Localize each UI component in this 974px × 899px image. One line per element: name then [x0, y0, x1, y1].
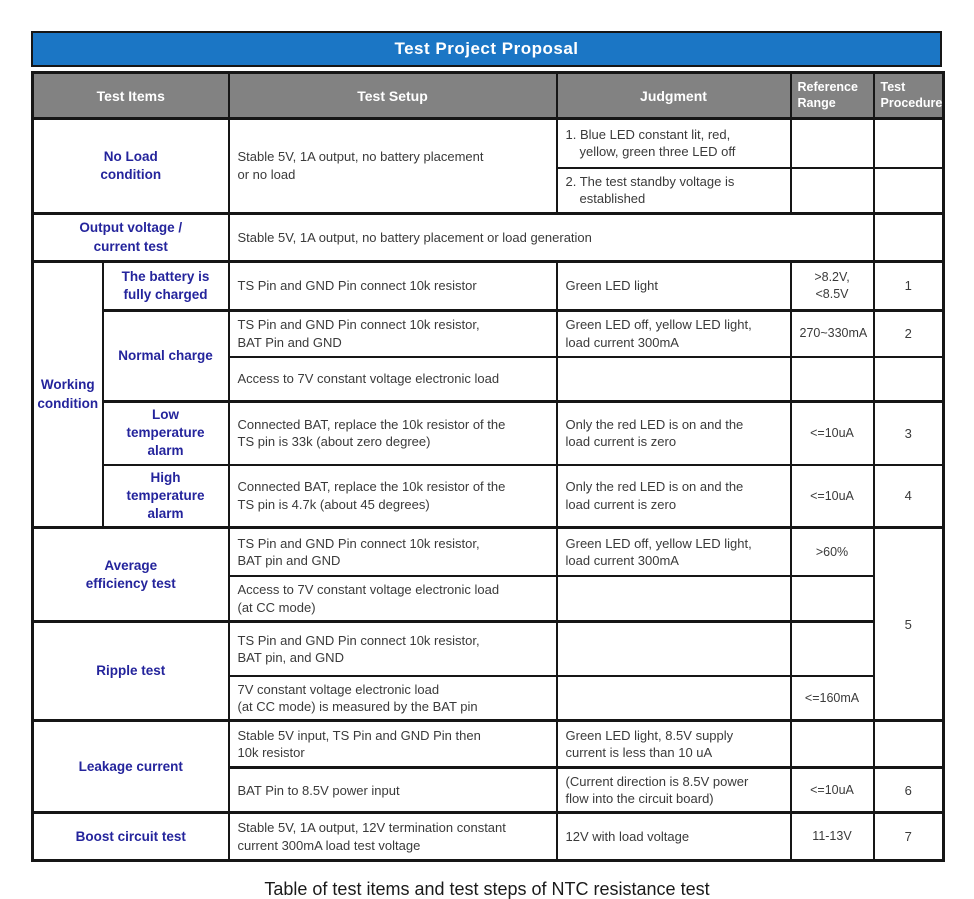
row-leakage-1: Leakage current Stable 5V input, TS Pin … [31, 719, 945, 814]
cell-no-load-setup: Stable 5V, 1A output, no battery placeme… [227, 117, 558, 215]
cell-efficiency-setup-1: TS Pin and GND Pin connect 10k resistor,… [227, 526, 558, 577]
cell-efficiency-ref-2 [789, 574, 875, 623]
cell-boost-setup: Stable 5V, 1A output, 12V termination co… [227, 811, 558, 862]
cell-output-setup: Stable 5V, 1A output, no battery placeme… [227, 212, 875, 263]
cell-normal-judgment: Green LED off, yellow LED light, load cu… [555, 309, 792, 358]
cell-leakage-judgment-2: (Current direction is 8.5V power flow in… [555, 766, 792, 814]
cell-leakage-proc-1 [872, 719, 945, 769]
cell-normal-setup-1: TS Pin and GND Pin connect 10k resistor,… [227, 309, 558, 358]
cell-no-load-proc-2 [872, 166, 945, 215]
cell-output-item: Output voltage / current test [31, 212, 230, 263]
cell-normal-ref: 270~330mA [789, 309, 875, 358]
cell-battery-judgment: Green LED light [555, 260, 792, 312]
cell-no-load-judgment-2: 2. The test standby voltage is establish… [555, 166, 792, 215]
cell-leakage-item: Leakage current [31, 719, 230, 814]
cell-leakage-judgment-1: Green LED light, 8.5V supply current is … [555, 719, 792, 769]
cell-no-load-proc-1 [872, 117, 945, 169]
cell-boost-item: Boost circuit test [31, 811, 230, 862]
cell-normal-setup-2: Access to 7V constant voltage electronic… [227, 355, 558, 403]
table-caption: Table of test items and test steps of NT… [264, 879, 710, 899]
cell-proc-5: 5 [872, 526, 945, 722]
cell-ripple-setup-2: 7V constant voltage electronic load (at … [227, 674, 558, 722]
row-efficiency-2: Access to 7V constant voltage electronic… [33, 574, 944, 623]
cell-ripple-judgment-1 [555, 620, 792, 677]
cell-ripple-judgment-2 [555, 674, 792, 722]
col-header-judgment: Judgment [555, 71, 792, 120]
cell-no-load-judgment-1: 1. Blue LED constant lit, red, yellow, g… [555, 117, 792, 169]
cell-boost-proc: 7 [872, 811, 945, 862]
cell-no-load-item: No Load condition [31, 117, 230, 215]
cell-leakage-proc-2: 6 [872, 766, 945, 814]
cell-battery-item: The battery is fully charged [101, 260, 230, 312]
cell-efficiency-item: Average efficiency test [31, 526, 230, 623]
cell-ripple-item: Ripple test [31, 620, 230, 722]
cell-ripple-setup-1: TS Pin and GND Pin connect 10k resistor,… [227, 620, 558, 677]
cell-boost-judgment: 12V with load voltage [555, 811, 792, 862]
cell-efficiency-ref: >60% [789, 526, 875, 577]
cell-battery-proc: 1 [872, 260, 945, 312]
cell-normal-proc: 2 [872, 309, 945, 358]
cell-high-temp-setup: Connected BAT, replace the 10k resistor … [227, 463, 558, 529]
cell-normal-proc-2 [872, 355, 945, 403]
row-ripple-1: Ripple test TS Pin and GND Pin connect 1… [31, 620, 944, 722]
cell-efficiency-setup-2: Access to 7V constant voltage electronic… [227, 574, 558, 623]
cell-efficiency-judgment: Green LED off, yellow LED light, load cu… [555, 526, 792, 577]
row-output-voltage: Output voltage / current test Stable 5V,… [31, 212, 945, 263]
col-header-test-setup: Test Setup [227, 71, 558, 120]
cell-no-load-ref-2 [789, 166, 875, 215]
table-wrapper: Test Project Proposal Test Items Test Se… [31, 31, 945, 863]
cell-high-temp-item: High temperature alarm [101, 463, 230, 529]
cell-leakage-ref-2: <=10uA [789, 766, 875, 814]
cell-normal-item: Normal charge [101, 309, 230, 403]
cell-no-load-ref-1 [789, 117, 875, 169]
row-no-load-2: 2. The test standby voltage is establish… [33, 166, 945, 215]
cell-low-temp-ref: <=10uA [789, 399, 875, 466]
cell-ripple-ref-1 [789, 620, 875, 677]
cell-leakage-setup-2: BAT Pin to 8.5V power input [227, 766, 558, 814]
table-title-bar: Test Project Proposal [31, 31, 942, 67]
row-efficiency-1: Average efficiency test TS Pin and GND P… [31, 526, 945, 722]
cell-boost-ref: 11-13V [789, 811, 875, 862]
test-table: Test Items Test Setup Judgment Reference… [31, 71, 945, 863]
cell-high-temp-judgment: Only the red LED is on and the load curr… [555, 463, 792, 529]
table-title: Test Project Proposal [394, 39, 579, 58]
header-row: Test Items Test Setup Judgment Reference… [31, 71, 945, 120]
cell-low-temp-proc: 3 [872, 399, 945, 466]
cell-battery-ref: >8.2V,<8.5V [789, 260, 875, 312]
cell-low-temp-judgment: Only the red LED is on and the load curr… [555, 399, 792, 466]
row-leakage-2: BAT Pin to 8.5V power input (Current dir… [33, 766, 945, 814]
cell-high-temp-ref: <=10uA [789, 463, 875, 529]
cell-leakage-ref-1 [789, 719, 875, 769]
row-high-temp: High temperature alarm Connected BAT, re… [33, 463, 945, 529]
row-boost: Boost circuit test Stable 5V, 1A output,… [31, 811, 945, 862]
cell-efficiency-judgment-2 [555, 574, 792, 623]
cell-normal-judgment-2 [555, 355, 792, 403]
cell-normal-ref-2 [789, 355, 875, 403]
col-header-test-procedure: Test Procedure [872, 71, 945, 120]
cell-low-temp-item: Low temperature alarm [101, 399, 230, 466]
col-header-reference-range: Reference Range [789, 71, 875, 120]
cell-battery-setup: TS Pin and GND Pin connect 10k resistor [227, 260, 558, 312]
row-normal-charge-2: Access to 7V constant voltage electronic… [33, 355, 945, 403]
row-normal-charge-1: Normal charge TS Pin and GND Pin connect… [33, 309, 945, 403]
cell-output-proc [872, 212, 945, 263]
cell-low-temp-setup: Connected BAT, replace the 10k resistor … [227, 399, 558, 466]
cell-working-item: Working condition [31, 259, 104, 529]
row-battery-charged: Working condition The battery is fully c… [31, 259, 945, 529]
row-ripple-2: 7V constant voltage electronic load (at … [33, 674, 944, 722]
cell-high-temp-proc: 4 [872, 463, 945, 529]
cell-leakage-setup-1: Stable 5V input, TS Pin and GND Pin then… [227, 719, 558, 769]
cell-ripple-ref-2: <=160mA [789, 674, 875, 722]
row-low-temp: Low temperature alarm Connected BAT, rep… [33, 399, 945, 466]
col-header-test-items: Test Items [31, 71, 230, 120]
row-no-load-1: No Load condition Stable 5V, 1A output, … [31, 117, 945, 215]
